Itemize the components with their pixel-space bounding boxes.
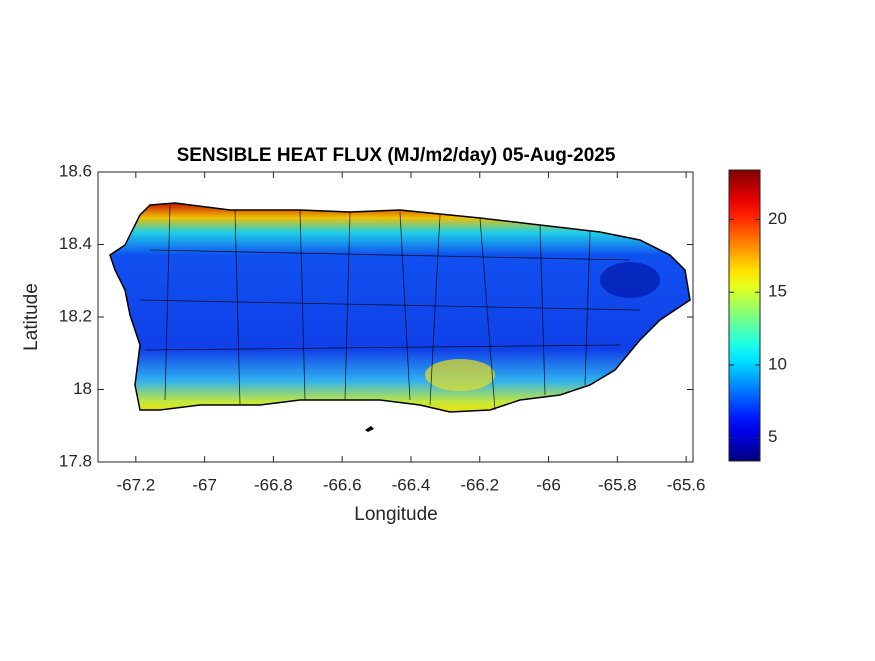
- island-heatmap: [109, 202, 691, 413]
- colorbar: [728, 169, 761, 462]
- x-tick-label: -66.8: [254, 475, 293, 494]
- colorbar-tick-label: 20: [768, 209, 787, 228]
- y-tick-label: 18.6: [59, 161, 92, 180]
- x-tick-label: -65.8: [598, 475, 637, 494]
- x-axis-label: Longitude: [354, 504, 437, 525]
- y-tick-label: 18.4: [59, 234, 92, 253]
- y-tick-label: 18.2: [59, 306, 92, 325]
- cool-patch: [600, 262, 660, 298]
- municipal-borders: [139, 204, 641, 411]
- colorbar-tick-label: 15: [768, 282, 787, 301]
- y-tick-label: 18: [73, 379, 92, 398]
- x-tick-label: -66: [536, 475, 561, 494]
- x-tick-label: -67: [192, 475, 217, 494]
- x-tick-label: -66.2: [460, 475, 499, 494]
- y-axis-label: Latitude: [21, 283, 42, 351]
- colorbar-tick-label: 10: [768, 354, 787, 373]
- chart-title: SENSIBLE HEAT FLUX (MJ/m2/day) 05-Aug-20…: [177, 145, 616, 166]
- x-tick-label: -67.2: [116, 475, 155, 494]
- small-island: [365, 426, 374, 432]
- x-tick-label: -66.4: [392, 475, 431, 494]
- y-tick-label: 17.8: [59, 451, 92, 470]
- x-tick-label: -65.6: [667, 475, 706, 494]
- colorbar-tick-label: 5: [768, 427, 777, 446]
- x-tick-label: -66.6: [323, 475, 362, 494]
- warm-patch: [425, 359, 495, 391]
